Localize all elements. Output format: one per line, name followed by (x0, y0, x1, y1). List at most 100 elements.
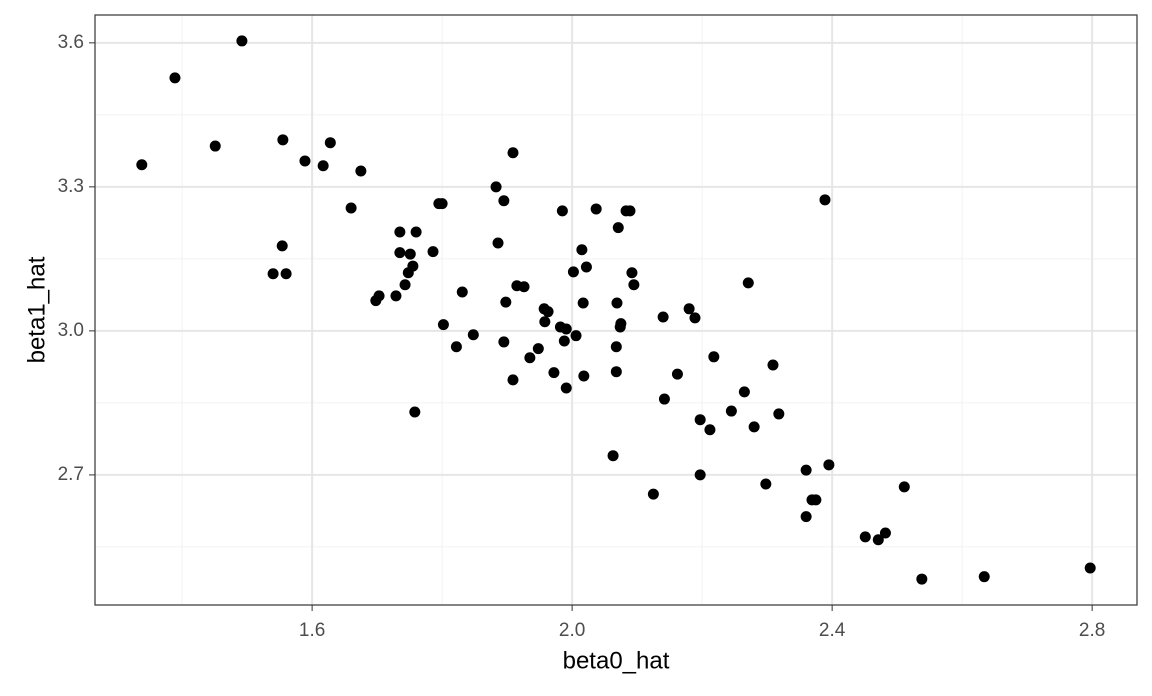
point (725, 405, 737, 417)
point (800, 464, 812, 476)
point (823, 459, 835, 471)
point (628, 279, 640, 291)
point (1084, 562, 1096, 574)
point (694, 414, 706, 426)
point (267, 268, 279, 280)
point (748, 421, 760, 433)
point (694, 469, 706, 481)
point (624, 205, 636, 217)
point (539, 316, 551, 328)
panel-border (94, 14, 1138, 606)
point (560, 323, 572, 335)
point (647, 488, 659, 500)
point (738, 386, 750, 398)
x-axis-title: beta0_hat (563, 647, 670, 674)
point (437, 319, 449, 331)
point (277, 134, 289, 146)
point (560, 382, 572, 394)
point (209, 140, 221, 152)
x-tick-label: 2.0 (559, 620, 585, 641)
x-tick-label: 1.6 (299, 620, 325, 641)
point (556, 205, 568, 217)
y-tick-label: 3.0 (58, 320, 84, 341)
point (577, 297, 589, 309)
y-axis-title: beta1_hat (23, 256, 50, 363)
point (507, 374, 519, 386)
point (409, 406, 421, 418)
point (658, 393, 670, 405)
point (498, 336, 510, 348)
point (370, 295, 382, 307)
point (704, 424, 716, 436)
point (916, 573, 928, 585)
x-tick-label: 2.4 (819, 620, 846, 641)
point (345, 202, 357, 214)
point (402, 267, 414, 279)
point (810, 494, 822, 506)
point (324, 137, 336, 149)
point (410, 226, 422, 238)
point (427, 246, 439, 258)
point (879, 527, 891, 539)
point (456, 286, 468, 298)
point (355, 165, 367, 177)
point (580, 261, 592, 273)
point (898, 481, 910, 493)
point (671, 368, 683, 380)
x-tick-label: 2.8 (1079, 620, 1105, 641)
point (394, 247, 406, 259)
point (626, 267, 638, 279)
point (978, 571, 990, 583)
point (542, 306, 554, 318)
point (548, 367, 560, 379)
point (498, 195, 510, 207)
point (570, 330, 582, 342)
point (614, 321, 626, 333)
point (280, 268, 292, 280)
point (276, 240, 288, 252)
point (518, 281, 530, 293)
y-tick-label: 3.3 (58, 176, 84, 197)
point (567, 266, 579, 278)
point (524, 352, 536, 364)
point (450, 341, 462, 353)
point (742, 277, 754, 289)
point (590, 203, 602, 215)
point (657, 311, 669, 323)
point (404, 248, 416, 260)
point (767, 359, 779, 371)
point (136, 159, 148, 171)
point (683, 303, 695, 315)
point (578, 370, 590, 382)
point (760, 478, 772, 490)
point (467, 329, 479, 341)
point (800, 511, 812, 523)
point (819, 194, 831, 206)
point (708, 351, 720, 363)
point (236, 35, 248, 47)
point (558, 335, 570, 347)
point (390, 290, 402, 302)
point (490, 181, 502, 193)
point (872, 534, 884, 546)
point (169, 72, 181, 84)
point (507, 147, 519, 159)
point (436, 198, 448, 210)
point (317, 160, 329, 172)
y-tick-label: 3.6 (58, 32, 84, 53)
point (299, 155, 311, 167)
point (607, 450, 619, 462)
point (611, 297, 623, 309)
point (773, 408, 785, 420)
point (610, 341, 622, 353)
point (689, 312, 701, 324)
y-tick-label: 2.7 (58, 464, 84, 485)
point (399, 279, 411, 291)
point (492, 237, 504, 249)
point (859, 531, 871, 543)
point (394, 226, 406, 238)
point (576, 244, 588, 256)
